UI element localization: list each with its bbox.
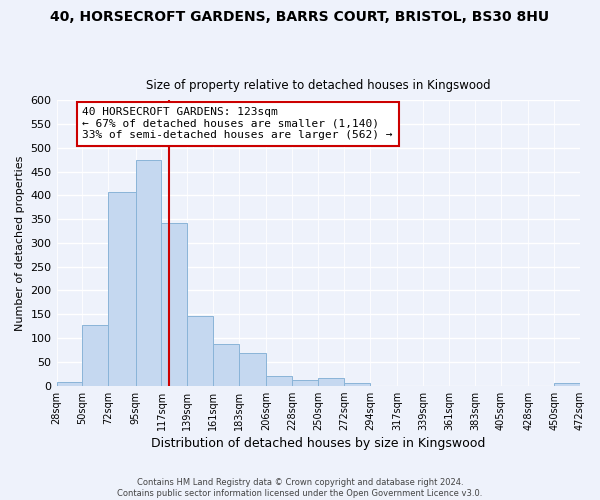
Bar xyxy=(56,382,82,386)
Bar xyxy=(214,344,239,386)
Bar xyxy=(82,325,109,386)
Bar xyxy=(239,354,266,386)
Bar xyxy=(161,224,187,386)
Bar xyxy=(187,316,214,386)
Bar xyxy=(136,160,161,386)
Text: 40, HORSECROFT GARDENS, BARRS COURT, BRISTOL, BS30 8HU: 40, HORSECROFT GARDENS, BARRS COURT, BRI… xyxy=(50,10,550,24)
Bar xyxy=(109,192,136,386)
Text: 40 HORSECROFT GARDENS: 123sqm
← 67% of detached houses are smaller (1,140)
33% o: 40 HORSECROFT GARDENS: 123sqm ← 67% of d… xyxy=(82,108,393,140)
Y-axis label: Number of detached properties: Number of detached properties xyxy=(15,155,25,330)
X-axis label: Distribution of detached houses by size in Kingswood: Distribution of detached houses by size … xyxy=(151,437,485,450)
Title: Size of property relative to detached houses in Kingswood: Size of property relative to detached ho… xyxy=(146,79,491,92)
Bar xyxy=(554,384,580,386)
Text: Contains HM Land Registry data © Crown copyright and database right 2024.
Contai: Contains HM Land Registry data © Crown c… xyxy=(118,478,482,498)
Bar xyxy=(318,378,344,386)
Bar xyxy=(292,380,318,386)
Bar xyxy=(344,384,370,386)
Bar xyxy=(266,376,292,386)
